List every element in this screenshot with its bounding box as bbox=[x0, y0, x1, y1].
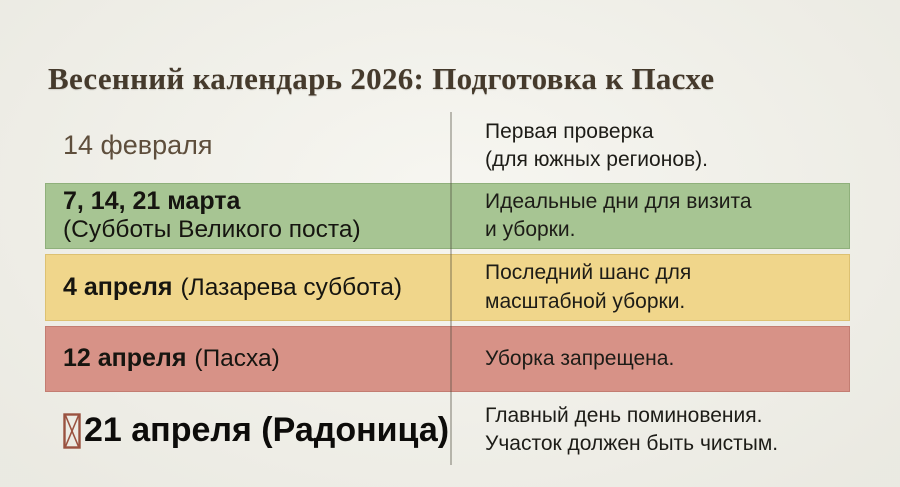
description-line: масштабной уборки. bbox=[485, 289, 686, 313]
description-cell: Уборка запрещена. bbox=[451, 345, 849, 373]
page-title: Весенний календарь 2026: Подготовка к Па… bbox=[48, 60, 715, 96]
date-cell: 14 февраля bbox=[46, 130, 451, 162]
date-primary: 7, 14, 21 марта bbox=[63, 186, 241, 215]
date-sub-label: (Пасха) bbox=[194, 345, 280, 373]
date-label: 12 апреля (Пасха) bbox=[63, 344, 451, 374]
description: Уборка запрещена. bbox=[485, 345, 849, 373]
description: Последний шанс для масштабной уборки. bbox=[485, 259, 849, 315]
date-cell: 21 апреля (Радоница) bbox=[46, 410, 451, 450]
description-cell: Главный день поминовения. Участок должен… bbox=[451, 402, 849, 458]
description: Идеальные дни для визита и уборки. bbox=[485, 188, 849, 244]
missing-glyph-icon bbox=[63, 413, 81, 449]
description-cell: Первая проверка (для южных регионов). bbox=[451, 118, 849, 174]
date-cell: 7, 14, 21 марта (Субботы Великого поста) bbox=[46, 187, 451, 245]
table-row-march-saturdays: 7, 14, 21 марта (Субботы Великого поста)… bbox=[45, 183, 850, 249]
date-cell: 4 апреля (Лазарева суббота) bbox=[46, 273, 451, 303]
table-row-february-14: 14 февраля Первая проверка (для южных ре… bbox=[45, 112, 850, 180]
description-line: Участок должен быть чистым. bbox=[485, 432, 779, 455]
date-sub-label: (Субботы Великого поста) bbox=[63, 216, 361, 244]
description-line: Первая проверка bbox=[485, 119, 654, 143]
column-divider bbox=[450, 112, 452, 465]
date-primary: 12 апреля bbox=[63, 344, 187, 373]
date-primary: 4 апреля bbox=[63, 272, 173, 301]
date-cell: 12 апреля (Пасха) bbox=[46, 344, 451, 374]
description-line: Уборка запрещена. bbox=[485, 346, 675, 370]
date-primary: 21 апреля (Радоница) bbox=[84, 410, 450, 449]
description-cell: Идеальные дни для визита и уборки. bbox=[451, 188, 849, 244]
description-line: и уборки. bbox=[485, 218, 576, 241]
description-line: Последний шанс для bbox=[485, 261, 692, 285]
date-label: 4 апреля (Лазарева суббота) bbox=[63, 273, 451, 303]
calendar-table: 14 февраля Первая проверка (для южных ре… bbox=[45, 112, 850, 465]
date-label: 7, 14, 21 марта (Субботы Великого поста) bbox=[63, 187, 451, 245]
description-cell: Последний шанс для масштабной уборки. bbox=[451, 259, 849, 315]
date-label: 14 февраля bbox=[63, 130, 213, 161]
description: Главный день поминовения. Участок должен… bbox=[485, 402, 849, 458]
description-line: Главный день поминовения. bbox=[485, 403, 763, 427]
table-row-april-4: 4 апреля (Лазарева суббота) Последний шан… bbox=[45, 254, 850, 321]
table-row-april-21: 21 апреля (Радоница) Главный день помино… bbox=[45, 395, 850, 465]
date-label: 21 апреля (Радоница) bbox=[63, 410, 451, 450]
table-row-april-12: 12 апреля (Пасха) Уборка запрещена. bbox=[45, 326, 850, 392]
date-sub-label: (Лазарева суббота) bbox=[180, 273, 403, 301]
description-line: Идеальные дни для визита bbox=[485, 189, 752, 213]
description-line: (для южных регионов). bbox=[485, 148, 708, 171]
description: Первая проверка (для южных регионов). bbox=[485, 118, 849, 174]
